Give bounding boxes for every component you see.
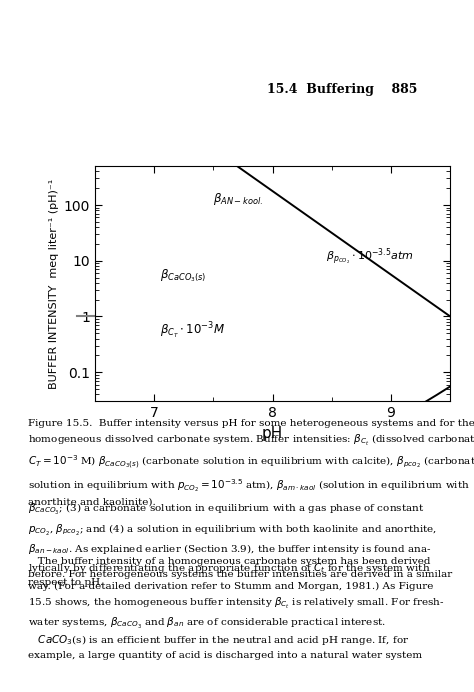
Text: $\beta_{CaCO_3(s)}$: $\beta_{CaCO_3(s)}$ [160, 267, 206, 284]
Y-axis label: BUFFER INTENSITY  meq liter⁻¹ (pH)⁻¹: BUFFER INTENSITY meq liter⁻¹ (pH)⁻¹ [49, 179, 59, 389]
Text: The buffer intensity of a homogeneous carbonate system has been derived
before. : The buffer intensity of a homogeneous ca… [28, 557, 453, 631]
Text: $CaCO_3$(s) is an efficient buffer in the neutral and acid pH range. If, for
exa: $CaCO_3$(s) is an efficient buffer in th… [28, 633, 422, 659]
Text: $\beta_{p_{CO_2}} \cdot 10^{-3.5} atm$: $\beta_{p_{CO_2}} \cdot 10^{-3.5} atm$ [326, 246, 414, 266]
Text: $\beta_{C_T} \cdot 10^{-3}M$: $\beta_{C_T} \cdot 10^{-3}M$ [160, 321, 225, 341]
Text: $\beta_{CaCO_3}$; (3) a carbonate solution in equilibrium with a gas phase of co: $\beta_{CaCO_3}$; (3) a carbonate soluti… [28, 502, 438, 587]
Text: Figure 15.5.  Buffer intensity versus pH for some heterogeneous systems and for : Figure 15.5. Buffer intensity versus pH … [28, 419, 474, 506]
X-axis label: pH: pH [262, 426, 283, 441]
Text: 15.4  Buffering    885: 15.4 Buffering 885 [267, 83, 417, 96]
Text: $\beta_{AN-kool.}$: $\beta_{AN-kool.}$ [213, 191, 264, 207]
